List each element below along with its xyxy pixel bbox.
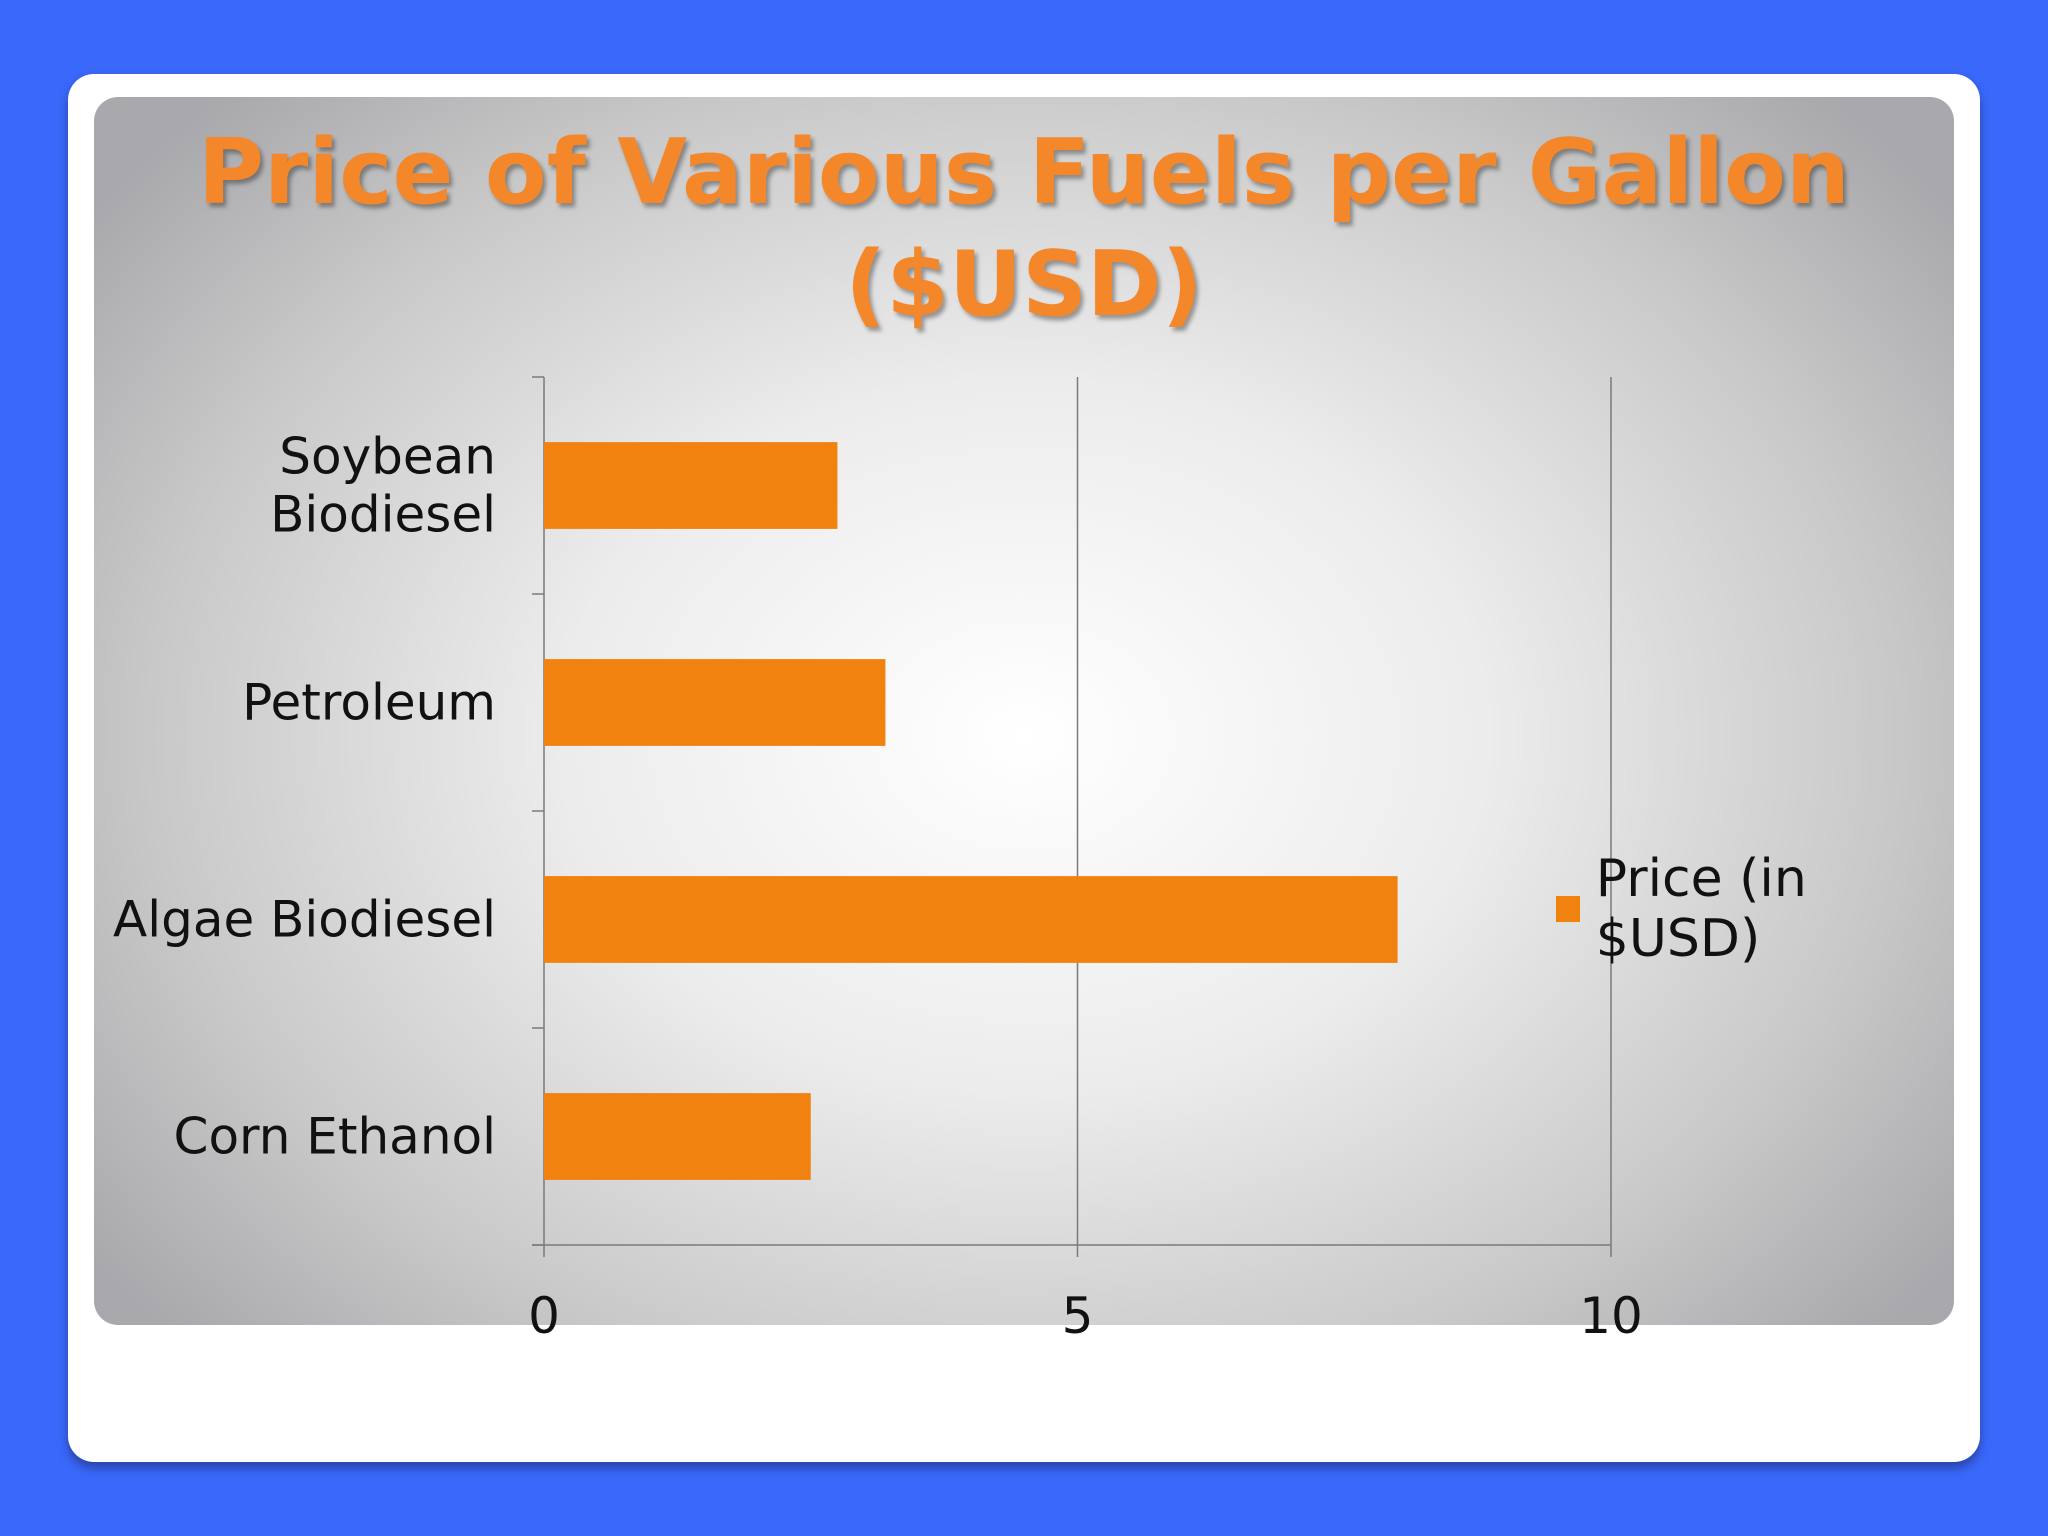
bar (544, 659, 886, 746)
chart-panel: Price of Various Fuels per Gallon ($USD)… (94, 97, 1954, 1345)
bar (544, 442, 838, 529)
category-label-line: Corn Ethanol (174, 1108, 496, 1166)
legend: Price (in $USD) (1556, 849, 1954, 969)
category-label: Petroleum (242, 674, 496, 732)
x-tick-label: 5 (1062, 1287, 1094, 1345)
category-label-line: Soybean (279, 428, 496, 486)
legend-swatch (1556, 896, 1580, 922)
category-label: Algae Biodiesel (113, 891, 496, 949)
bar-chart: 0 5 10 Soybean Biodiesel Petroleum Algae Biodi… (113, 376, 1643, 1345)
bar (544, 876, 1398, 963)
category-label: Corn Ethanol (174, 1108, 496, 1166)
bar (544, 1093, 811, 1180)
legend-label: Price (in $USD) (1595, 849, 1807, 969)
x-tick-label: 0 (528, 1287, 560, 1345)
chart-title-line-2: ($USD) (845, 232, 1203, 337)
category-label-line: Algae Biodiesel (113, 891, 496, 949)
chart-title-line-1: Price of Various Fuels per Gallon (198, 120, 1850, 225)
category-label-line: Petroleum (242, 674, 496, 732)
category-label-line: Biodiesel (270, 486, 496, 544)
chart-title: Price of Various Fuels per Gallon ($USD) (94, 117, 1954, 341)
x-tick-label: 10 (1579, 1287, 1643, 1345)
category-label: Soybean Biodiesel (270, 428, 496, 544)
